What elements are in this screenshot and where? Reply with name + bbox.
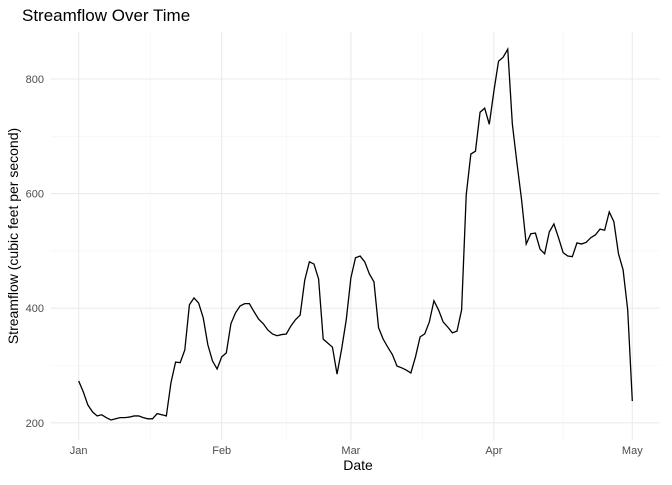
- chart-title: Streamflow Over Time: [22, 6, 190, 25]
- x-axis-title: Date: [343, 457, 373, 473]
- line: [78, 46, 633, 421]
- y-tick-label: 200: [26, 418, 44, 430]
- x-tick-label: Feb: [212, 445, 231, 457]
- y-tick-label: 600: [26, 189, 44, 201]
- x-tick-label: Jan: [70, 445, 88, 457]
- x-tick-label: Mar: [341, 445, 360, 457]
- y-axis-title: Streamflow (cubic feet per second): [5, 128, 21, 344]
- x-tick-label: Apr: [485, 445, 502, 457]
- y-tick-label: 800: [26, 74, 44, 86]
- x-tick-label: May: [622, 445, 643, 457]
- y-tick-label: 400: [26, 303, 44, 315]
